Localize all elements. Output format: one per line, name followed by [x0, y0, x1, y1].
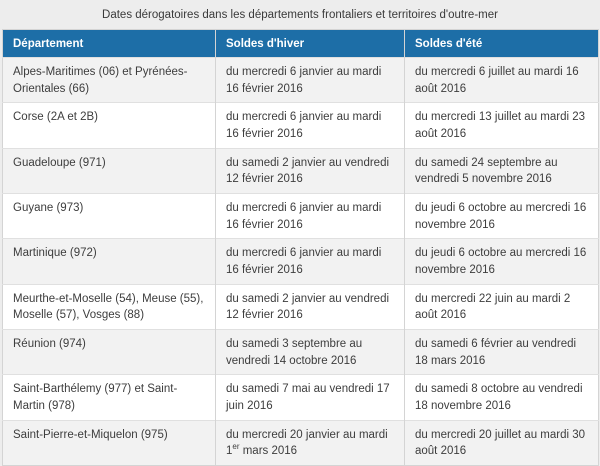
- winter-dates-text: mars 2016: [239, 445, 298, 458]
- department-cell: Saint-Pierre-et-Miquelon (975): [13, 428, 168, 441]
- table-header: Département Soldes d'hiver Soldes d'été: [2, 29, 599, 58]
- winter-dates-cell: du mercredi 6 janvier au mardi 16 févrie…: [215, 57, 405, 103]
- summer-dates-cell: du samedi 8 octobre au vendredi 18 novem…: [404, 374, 599, 421]
- summer-dates-cell: du mercredi 22 juin au mardi 2 août 2016: [404, 284, 599, 330]
- ordinal-superscript: er: [232, 442, 240, 452]
- table-row: Guadeloupe (971) du samedi 2 janvier au …: [2, 148, 599, 194]
- winter-dates-cell: du samedi 7 mai au vendredi 17 juin 2016: [215, 374, 405, 421]
- department-cell: Guadeloupe (971): [13, 156, 106, 169]
- department-cell: Corse (2A et 2B): [13, 111, 99, 124]
- table-row: Meurthe-et-Moselle (54), Meuse (55), Mos…: [2, 284, 599, 330]
- sales-dates-table: Département Soldes d'hiver Soldes d'été …: [2, 29, 599, 466]
- department-cell: Réunion (974): [13, 338, 86, 351]
- table-row: Saint-Barthélemy (977) et Saint-Martin (…: [2, 374, 599, 421]
- winter-dates-cell: du samedi 3 septembre au vendredi 14 oct…: [215, 329, 405, 375]
- table-row: Alpes-Maritimes (06) et Pyrénées-Orienta…: [2, 57, 599, 103]
- winter-dates-cell: du mercredi 6 janvier au mardi 16 févrie…: [215, 102, 405, 149]
- department-cell: Guyane (973): [13, 202, 84, 215]
- table-caption: Dates dérogatoires dans les départements…: [102, 9, 498, 21]
- table-row: Réunion (974) du samedi 3 septembre au v…: [2, 329, 599, 375]
- summer-dates-cell: du mercredi 6 juillet au mardi 16 août 2…: [404, 57, 599, 103]
- column-header-winter-sales: Soldes d'hiver: [215, 29, 405, 58]
- winter-dates-cell: du samedi 2 janvier au vendredi 12 févri…: [215, 148, 405, 194]
- summer-dates-cell: du samedi 24 septembre au vendredi 5 nov…: [404, 148, 599, 194]
- header-row: Département Soldes d'hiver Soldes d'été: [2, 29, 599, 58]
- column-header-summer-sales: Soldes d'été: [404, 29, 599, 58]
- winter-dates-cell: du mercredi 6 janvier au mardi 16 févrie…: [215, 193, 405, 239]
- department-cell: Alpes-Maritimes (06) et Pyrénées-Orienta…: [13, 66, 188, 95]
- table-body: Alpes-Maritimes (06) et Pyrénées-Orienta…: [2, 57, 599, 466]
- table-row: Corse (2A et 2B) du mercredi 6 janvier a…: [2, 102, 599, 149]
- summer-dates-cell: du jeudi 6 octobre au mercredi 16 novemb…: [404, 238, 599, 285]
- winter-dates-cell: du mercredi 20 janvier au mardi 1er mars…: [215, 420, 405, 466]
- summer-dates-cell: du jeudi 6 octobre au mercredi 16 novemb…: [404, 193, 599, 239]
- winter-dates-cell: du mercredi 6 janvier au mardi 16 févrie…: [215, 238, 405, 285]
- summer-dates-cell: du mercredi 13 juillet au mardi 23 août …: [404, 102, 599, 149]
- department-cell: Saint-Barthélemy (977) et Saint-Martin (…: [13, 383, 178, 413]
- winter-dates-cell: du samedi 2 janvier au vendredi 12 févri…: [215, 284, 405, 330]
- summer-dates-cell: du samedi 6 février au vendredi 18 mars …: [404, 329, 599, 375]
- table-row: Saint-Pierre-et-Miquelon (975) du mercre…: [2, 420, 599, 466]
- department-cell: Meurthe-et-Moselle (54), Meuse (55), Mos…: [13, 292, 204, 322]
- winter-dates-text: du mercredi 20 janvier au mardi 1: [226, 428, 388, 458]
- summer-dates-cell: du mercredi 20 juillet au mardi 30 août …: [404, 420, 599, 466]
- table-row: Martinique (972) du mercredi 6 janvier a…: [2, 238, 599, 285]
- table-row: Guyane (973) du mercredi 6 janvier au ma…: [2, 193, 599, 239]
- department-cell: Martinique (972): [13, 247, 97, 260]
- column-header-department: Département: [2, 29, 216, 58]
